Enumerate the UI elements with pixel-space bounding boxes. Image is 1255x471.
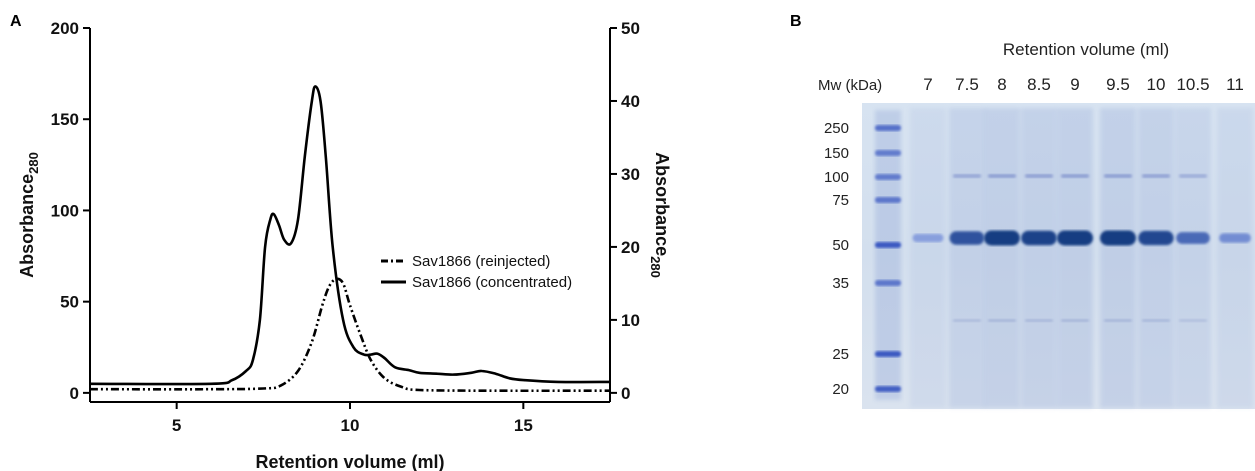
mw-label: Mw (kDa) <box>818 77 882 94</box>
lane-main-band <box>1021 230 1057 246</box>
left-y-tick-label: 200 <box>51 19 79 38</box>
lane-smear <box>1021 108 1057 408</box>
mw-marker-label: 25 <box>832 346 849 363</box>
lane-minor-band <box>988 319 1016 322</box>
gel-header: Retention volume (ml) <box>1003 40 1169 59</box>
x-tick-label: 10 <box>341 416 360 435</box>
lane-minor-band <box>953 174 981 178</box>
ladder-smear <box>875 110 901 400</box>
lane-smear <box>910 108 946 408</box>
right-y-axis-label: Absorbance280 <box>648 152 672 278</box>
lane-smear <box>949 108 985 408</box>
lane-main-band <box>984 230 1020 246</box>
lane-label: 8 <box>997 75 1006 94</box>
left-y-axis-label: Absorbance280 <box>17 152 41 278</box>
gel-image <box>862 103 1255 409</box>
lane-main-band <box>1057 230 1093 246</box>
lane-smear <box>1138 108 1174 408</box>
lane-minor-band <box>988 174 1016 178</box>
lane-label: 10 <box>1147 75 1166 94</box>
lane-label: 10.5 <box>1176 75 1209 94</box>
lane-main-band <box>1219 233 1251 243</box>
series-line-reinjected <box>89 277 611 393</box>
mw-marker-label: 150 <box>824 145 849 162</box>
panel-a-label: A <box>10 13 22 30</box>
lane-minor-band <box>953 319 981 322</box>
mw-marker-label: 75 <box>832 192 849 209</box>
lane-label: 7 <box>923 75 932 94</box>
lane-main-band <box>1138 230 1174 246</box>
lane-label: 7.5 <box>955 75 979 94</box>
lane-smear <box>984 108 1020 408</box>
right-y-tick-label: 50 <box>621 19 640 38</box>
right-y-tick-label: 20 <box>621 238 640 257</box>
lane-label: 8.5 <box>1027 75 1051 94</box>
mw-marker-label: 50 <box>832 237 849 254</box>
mw-marker-label: 250 <box>824 120 849 137</box>
mw-marker-label: 100 <box>824 169 849 186</box>
lane-main-band <box>912 233 944 243</box>
left-y-tick-label: 150 <box>51 110 79 129</box>
right-y-tick-label: 40 <box>621 92 640 111</box>
left-y-tick-label: 0 <box>70 384 79 403</box>
lane-smear <box>1100 108 1136 408</box>
lane-label: 9.5 <box>1106 75 1130 94</box>
lane-minor-band <box>1104 319 1132 322</box>
lane-minor-band <box>1142 319 1170 322</box>
lane-label: 9 <box>1070 75 1079 94</box>
lane-main-band <box>1100 230 1136 246</box>
lane-minor-band <box>1104 174 1132 178</box>
lane-minor-band <box>1142 174 1170 178</box>
lane-minor-band <box>1061 174 1089 178</box>
lane-smear <box>1057 108 1093 408</box>
lane-minor-band <box>1179 174 1207 178</box>
legend: Sav1866 (reinjected) Sav1866 (concentrat… <box>381 253 572 291</box>
lane-minor-band <box>1025 319 1053 322</box>
series-line-concentrated <box>89 85 611 386</box>
mw-marker-label: 35 <box>832 275 849 292</box>
x-tick-label: 15 <box>514 416 533 435</box>
lane-smear <box>1175 108 1211 408</box>
right-y-tick-label: 30 <box>621 165 640 184</box>
lane-main-band <box>949 231 985 245</box>
x-axis-label: Retention volume (ml) <box>255 452 444 471</box>
mw-marker-label: 20 <box>832 381 849 398</box>
x-tick-label: 5 <box>172 416 181 435</box>
panel-b-label: B <box>790 13 802 30</box>
lane-label: 11 <box>1226 75 1244 94</box>
lane-minor-band <box>1179 319 1207 322</box>
legend-label-reinjected: Sav1866 (reinjected) <box>412 253 550 270</box>
lane-minor-band <box>1061 319 1089 322</box>
legend-label-concentrated: Sav1866 (concentrated) <box>412 274 572 291</box>
left-y-tick-label: 50 <box>60 293 79 312</box>
right-y-tick-label: 0 <box>621 384 630 403</box>
lane-main-band <box>1176 232 1210 244</box>
lane-minor-band <box>1025 174 1053 178</box>
left-y-tick-label: 100 <box>51 201 79 220</box>
lane-smear <box>1217 108 1253 408</box>
right-y-tick-label: 10 <box>621 311 640 330</box>
